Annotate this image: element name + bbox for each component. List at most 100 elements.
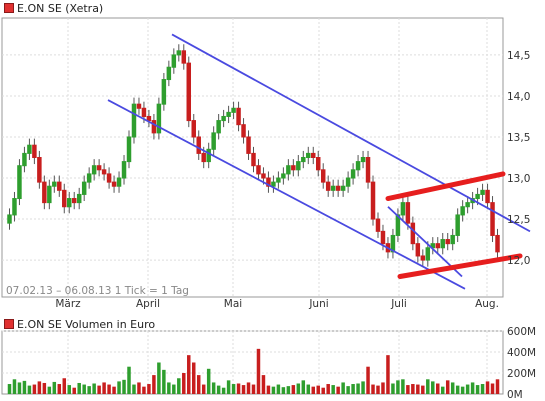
volume-bar <box>276 384 281 394</box>
candle-body <box>271 181 276 187</box>
volume-bar <box>67 385 71 394</box>
volume-bar <box>17 382 22 394</box>
volume-bar <box>316 385 320 394</box>
volume-bar <box>256 348 261 394</box>
candle-body <box>425 247 431 261</box>
candle-body <box>311 152 316 159</box>
volume-bar <box>12 379 17 394</box>
candle-body <box>236 107 241 126</box>
candle-body <box>455 214 460 236</box>
overlay-lines <box>107 33 531 290</box>
candle-body <box>335 185 341 191</box>
volume-y-tick-label: 400M <box>507 347 536 359</box>
x-tick-label: April <box>136 298 160 310</box>
candle-body <box>206 148 211 163</box>
candle-body <box>196 136 201 154</box>
volume-bar <box>191 362 196 394</box>
candle-body <box>306 152 311 159</box>
volume-bar <box>157 362 161 394</box>
candle-body <box>52 181 57 187</box>
candle-body <box>261 173 266 179</box>
candle-body <box>375 218 381 232</box>
volume-bar <box>107 384 111 394</box>
volume-bar <box>231 384 236 394</box>
candle-body <box>315 157 321 171</box>
volume-bar <box>37 381 42 394</box>
x-tick-label: Mai <box>224 298 242 310</box>
volume-bar <box>221 387 226 394</box>
volume-bar <box>271 386 276 394</box>
volume-bar <box>391 383 395 394</box>
volume-bar <box>470 382 475 394</box>
candle-body <box>126 136 132 163</box>
candle-body <box>176 50 182 56</box>
volume-bar <box>22 380 27 394</box>
volume-bar <box>396 380 400 394</box>
volume-bar <box>7 384 12 394</box>
volume-bars <box>7 348 500 394</box>
volume-bar <box>286 386 291 394</box>
volume-y-axis: 0M 200M 400M 600M <box>507 326 536 401</box>
volume-bar <box>291 385 296 394</box>
volume-bar <box>62 378 67 394</box>
volume-bar <box>77 382 81 394</box>
volume-bar <box>142 386 146 394</box>
candle-body <box>216 120 221 134</box>
candle-body <box>256 165 261 175</box>
volume-y-tick-label: 200M <box>507 368 536 380</box>
volume-bar <box>301 380 306 394</box>
candle-body <box>405 202 411 224</box>
candle-body <box>32 144 37 159</box>
volume-bar <box>87 386 91 394</box>
candle-body <box>12 198 17 216</box>
x-tick-label: Aug. <box>475 298 499 310</box>
candle-body <box>355 161 361 171</box>
volume-bar <box>137 382 141 394</box>
volume-bar <box>445 380 450 394</box>
volume-bar <box>236 383 241 394</box>
volume-panel: 0M 200M 400M 600M <box>1 326 536 401</box>
volume-bar <box>132 384 136 394</box>
candle-body <box>101 169 107 175</box>
candle-body <box>76 193 82 204</box>
candle-body <box>490 202 495 236</box>
volume-bar <box>92 383 96 394</box>
volume-bar <box>57 384 62 394</box>
price-series-swatch <box>4 3 14 13</box>
volume-bar <box>127 366 131 394</box>
channel-line <box>171 33 531 233</box>
candle-body <box>286 165 291 175</box>
volume-bar <box>341 382 345 394</box>
candle-body <box>7 214 12 224</box>
candle-body <box>166 66 172 81</box>
volume-bar <box>421 385 425 394</box>
volume-bar <box>241 385 246 394</box>
volume-bar <box>401 379 405 394</box>
candle-body <box>201 152 206 163</box>
volume-bar <box>331 385 335 394</box>
candle-body <box>435 243 440 249</box>
volume-bar <box>336 386 340 394</box>
volume-bar <box>465 384 470 394</box>
candle-body <box>400 202 406 216</box>
volume-bar <box>431 381 435 394</box>
candle-body <box>17 165 22 200</box>
volume-bar <box>376 385 380 394</box>
volume-bar <box>321 387 325 394</box>
volume-bar <box>475 385 480 394</box>
volume-bar <box>386 355 390 394</box>
candle-body <box>465 202 470 208</box>
volume-bar <box>82 384 86 394</box>
volume-y-tick-label: 0M <box>507 389 523 401</box>
volume-bar <box>177 378 181 394</box>
volume-bar <box>411 384 415 394</box>
price-y-tick-label: 14,0 <box>507 91 530 103</box>
candle-body <box>171 54 177 68</box>
candle-body <box>320 169 326 183</box>
volume-bar <box>296 383 301 394</box>
candle-body <box>380 230 386 245</box>
candle-body <box>86 173 92 183</box>
trend-line <box>397 253 523 279</box>
volume-bar <box>172 384 176 394</box>
candle-body <box>191 120 196 138</box>
